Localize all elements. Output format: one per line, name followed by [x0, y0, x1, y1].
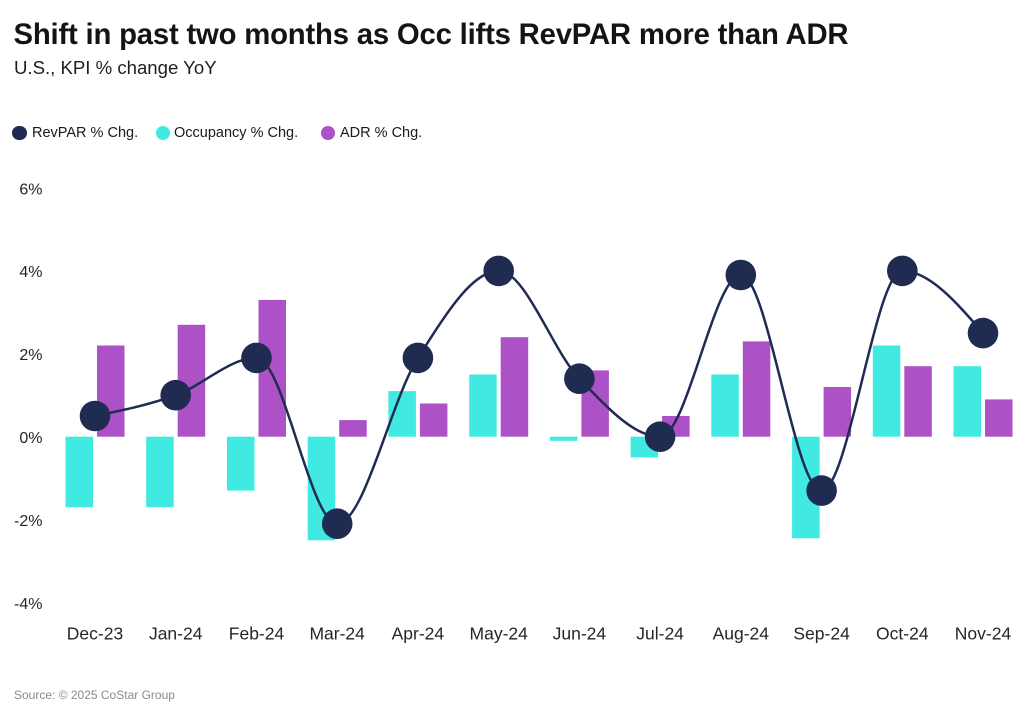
svg-text:Sep-24: Sep-24 [793, 624, 850, 644]
svg-text:4%: 4% [19, 264, 42, 281]
svg-text:Dec-23: Dec-23 [67, 624, 123, 644]
svg-text:Nov-24: Nov-24 [955, 624, 1012, 644]
svg-text:Feb-24: Feb-24 [229, 624, 285, 644]
svg-text:Jun-24: Jun-24 [553, 624, 607, 644]
svg-text:Jul-24: Jul-24 [636, 624, 684, 644]
svg-text:-4%: -4% [14, 596, 42, 613]
svg-text:6%: 6% [19, 181, 42, 198]
svg-text:Aug-24: Aug-24 [713, 624, 770, 644]
svg-text:May-24: May-24 [470, 624, 529, 644]
svg-text:2%: 2% [19, 347, 42, 364]
svg-text:Mar-24: Mar-24 [309, 624, 365, 644]
svg-text:Jan-24: Jan-24 [149, 624, 203, 644]
svg-text:Apr-24: Apr-24 [392, 624, 445, 644]
svg-text:Oct-24: Oct-24 [876, 624, 929, 644]
svg-text:-2%: -2% [14, 513, 42, 530]
svg-text:0%: 0% [19, 430, 42, 447]
